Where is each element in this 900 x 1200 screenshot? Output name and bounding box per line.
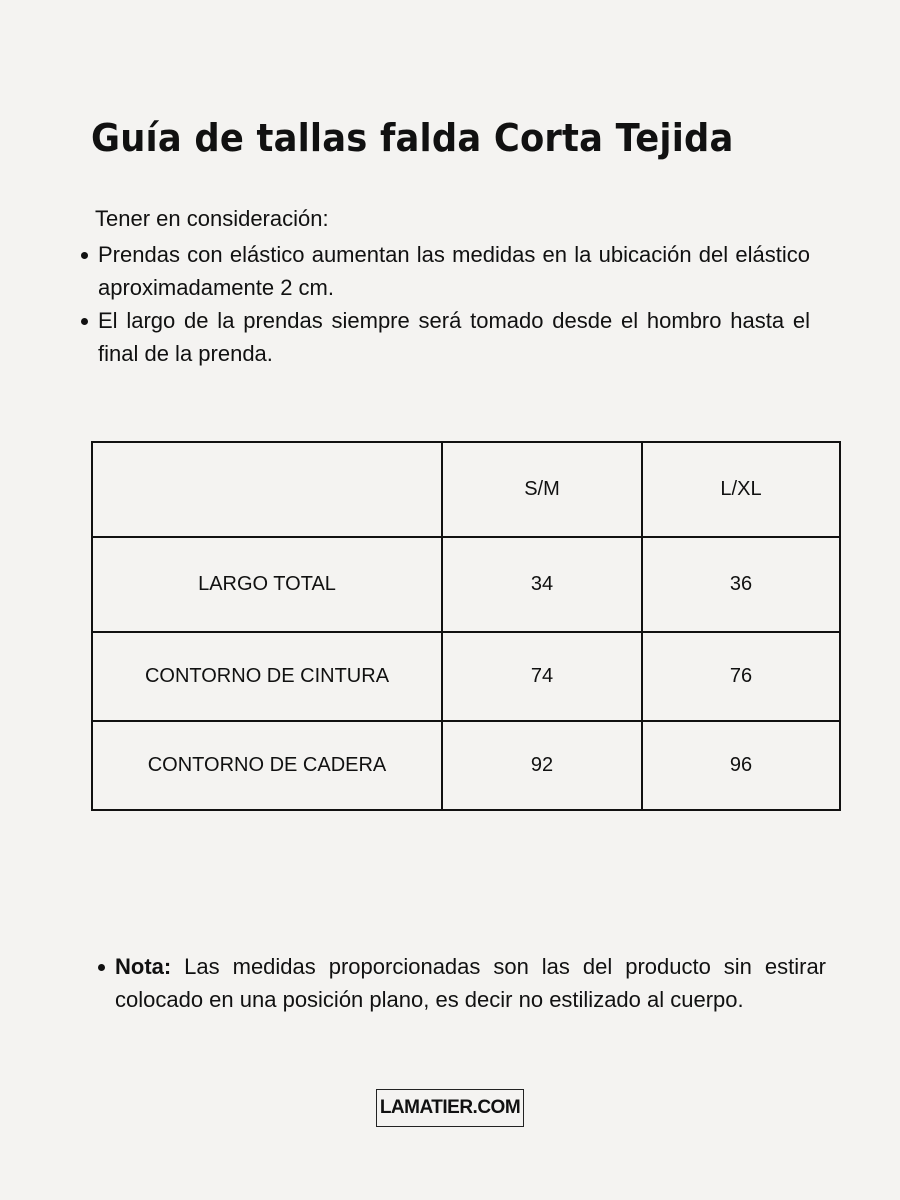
cell: 96 [641,720,841,811]
size-table: S/M L/XL LARGO TOTAL 34 36 CONTORNO DE C… [91,441,841,811]
table-row: LARGO TOTAL 34 36 [91,536,841,633]
table-header-row: S/M L/XL [91,441,841,538]
cell: 92 [441,720,643,811]
note-text: Las medidas proporcionadas son las del p… [115,954,826,1012]
row-label: LARGO TOTAL [91,536,443,633]
note-label: Nota: [115,954,172,979]
brand-logo: LAMATIER.COM [376,1089,524,1127]
cell: 36 [641,536,841,633]
row-label: CONTORNO DE CADERA [91,720,443,811]
cell: 74 [441,631,643,722]
list-item: El largo de la prendas siempre será toma… [81,304,810,370]
header-cell: S/M [441,441,643,538]
consideration-list: Prendas con elástico aumentan las medida… [81,238,810,370]
page-title: Guía de tallas falda Corta Tejida [91,116,734,160]
table-row: CONTORNO DE CADERA 92 96 [91,720,841,811]
cell: 34 [441,536,643,633]
intro-text: Tener en consideración: [95,206,329,231]
note: Nota: Las medidas proporcionadas son las… [98,950,826,1016]
table-row: CONTORNO DE CINTURA 74 76 [91,631,841,722]
cell: 76 [641,631,841,722]
header-cell [91,441,443,538]
list-item: Prendas con elástico aumentan las medida… [81,238,810,304]
header-cell: L/XL [641,441,841,538]
row-label: CONTORNO DE CINTURA [91,631,443,722]
